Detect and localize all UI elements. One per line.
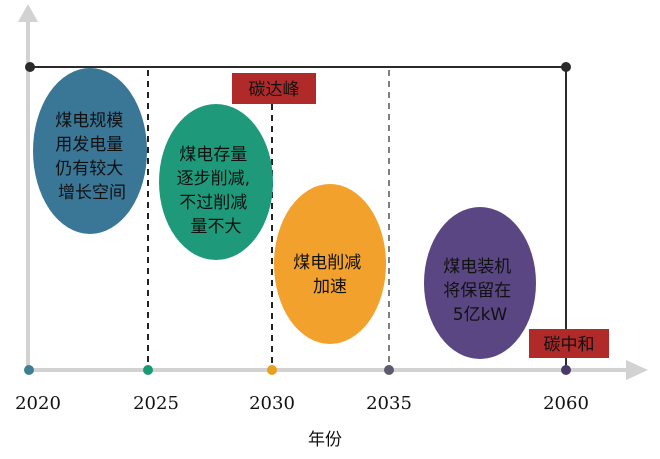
phase-4-line-1: 煤电装机 — [443, 257, 511, 277]
phase-2-line-2: 逐步削减, — [177, 169, 250, 189]
year-label-2020: 2020 — [15, 393, 61, 414]
year-label-2035: 2035 — [366, 393, 412, 414]
x-axis-arrow — [626, 360, 648, 380]
year-dot-2030 — [267, 365, 277, 375]
phase-text-2: 煤电存量 逐步削减, 不过削减 量不大 — [177, 145, 256, 237]
neutral-tag-label: 碳中和 — [544, 335, 595, 355]
phase-text-1: 煤电规模 用发电量 仍有较大 增长空间 — [55, 111, 128, 203]
phase-1-line-3: 仍有较大 — [55, 159, 123, 179]
peak-tag-box — [232, 73, 316, 104]
x-axis-title: 年份 — [308, 430, 342, 450]
phase-1-line-1: 煤电规模 — [55, 111, 123, 131]
phase-text-3: 煤电削减 加速 — [293, 253, 366, 297]
year-dot-2025 — [143, 365, 153, 375]
phase-ellipse-4 — [424, 207, 536, 359]
phase-1-line-2: 用发电量 — [55, 135, 123, 155]
phase-text-4: 煤电装机 将保留在 5亿kW — [443, 257, 516, 325]
timeline-start-dot — [25, 62, 35, 72]
phase-4-line-2: 将保留在 — [443, 281, 511, 301]
phase-ellipse-2 — [159, 104, 273, 260]
year-label-2030: 2030 — [249, 393, 295, 414]
year-label-2060: 2060 — [543, 393, 589, 414]
year-dot-2035 — [384, 365, 394, 375]
phase-ellipse-1 — [33, 68, 147, 234]
phase-3-line-1: 煤电削减 — [293, 253, 361, 273]
phase-2-line-3: 不过削减 — [179, 193, 247, 213]
year-dot-2020 — [24, 365, 34, 375]
phase-3-line-2: 加速 — [313, 277, 347, 297]
peak-tag-label: 碳达峰 — [249, 80, 300, 100]
phase-2-line-4: 量不大 — [191, 217, 242, 237]
year-label-2025: 2025 — [133, 393, 179, 414]
phase-2-line-1: 煤电存量 — [179, 145, 247, 165]
phase-4-line-3: 5亿kW — [453, 305, 508, 325]
phase-ellipse-3 — [274, 184, 386, 344]
phase-1-line-4: 增长空间 — [58, 183, 126, 203]
year-dot-2060 — [561, 365, 571, 375]
neutral-tag-box — [529, 329, 609, 358]
y-axis-arrow — [18, 4, 38, 22]
